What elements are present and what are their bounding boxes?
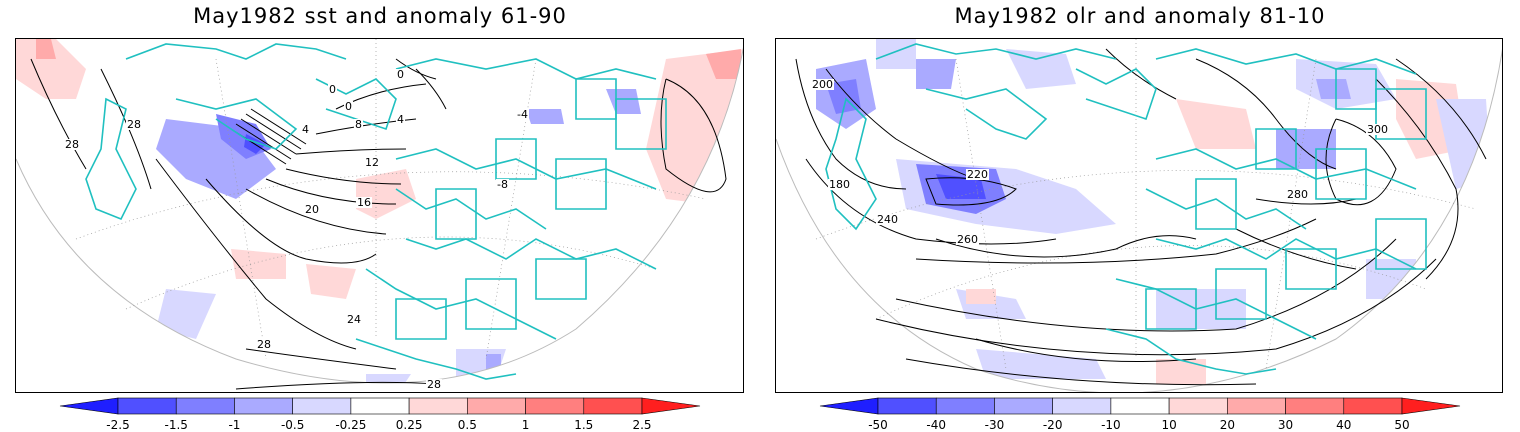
colorbar-tick-label: 20 <box>1219 418 1235 432</box>
graticule <box>75 39 707 360</box>
colorbar-box <box>292 397 352 415</box>
colorbar-arrow-low <box>59 397 119 415</box>
colorbar-box <box>350 397 410 415</box>
contour-label: 280 <box>1286 188 1309 201</box>
colorbar-box <box>1343 397 1403 415</box>
colorbar-tick-label: -1 <box>228 418 241 432</box>
colorbar-tick-label: 0.25 <box>395 418 423 432</box>
colorbar-box <box>1168 397 1228 415</box>
colorbar-tick-label: -20 <box>1042 418 1063 432</box>
colorbar-tick-label: -0.5 <box>280 418 305 432</box>
contour-label: 260 <box>956 233 979 246</box>
sst-contours <box>30 58 727 390</box>
contour-label: 24 <box>346 313 362 326</box>
colorbar-tick-label: -2.5 <box>106 418 130 432</box>
colorbar-tick-label: -30 <box>984 418 1005 432</box>
colorbar-box <box>117 397 177 415</box>
colorbar-arrow-high <box>641 397 701 415</box>
contour-label: 4 <box>301 123 310 136</box>
colorbar-box <box>467 397 526 415</box>
contour-label: -4 <box>516 108 529 121</box>
contour-label: 4 <box>396 113 405 126</box>
colorbar-tick-label: 1.5 <box>574 418 594 432</box>
colorbar-tick-label: 2.5 <box>632 418 652 432</box>
colorbar-tick-label: 10 <box>1161 418 1177 432</box>
colorbar-tick-label: 50 <box>1394 418 1410 432</box>
colorbar-box <box>1110 397 1170 415</box>
contour-label: 200 <box>811 78 834 91</box>
contour-label: 8 <box>354 118 363 131</box>
colorbar-box <box>583 397 643 415</box>
colorbar-box <box>1285 397 1345 415</box>
contour-label: 28 <box>64 138 80 151</box>
colorbar-box <box>935 397 995 415</box>
sst-panel-title: May1982 sst and anomaly 61-90 <box>193 4 567 28</box>
colorbar-tick-label: 30 <box>1277 418 1294 432</box>
contour-label: 28 <box>256 338 272 351</box>
colorbar-box <box>1052 397 1112 415</box>
colorbar-tick-label: -0.25 <box>335 418 367 432</box>
olr-map: 180 200 220 240 260 280 300 <box>775 38 1503 393</box>
contour-label: 28 <box>126 118 142 131</box>
colorbar-tick-label: -1.5 <box>164 418 188 432</box>
contour-label: 12 <box>364 156 380 169</box>
olr-colorbar <box>819 397 1461 415</box>
colorbar-tick-label: -40 <box>926 418 947 432</box>
colorbar-box <box>175 397 235 415</box>
contour-label: 180 <box>828 178 851 191</box>
graticule <box>815 39 1477 370</box>
olr-panel-title: May1982 olr and anomaly 81-10 <box>954 4 1326 28</box>
map-projection-mask <box>16 49 743 392</box>
contour-label: -8 <box>496 178 509 191</box>
colorbar-box <box>525 397 585 415</box>
colorbar-tick-label: -50 <box>868 418 888 432</box>
colorbar-tick-label: -10 <box>1101 418 1121 432</box>
colorbar-arrow-low <box>819 397 879 415</box>
colorbar-box <box>994 397 1053 415</box>
contour-label: 28 <box>426 378 442 391</box>
colorbar-arrow-high <box>1401 397 1461 415</box>
contour-label: 0 <box>344 100 353 113</box>
contour-label: 240 <box>876 213 899 226</box>
contour-label: 16 <box>356 196 372 209</box>
olr-contours <box>795 48 1487 386</box>
contour-label: 0 <box>396 68 405 81</box>
colorbar-tick-label: 40 <box>1336 418 1352 432</box>
coastlines <box>85 43 667 380</box>
colorbar-box <box>408 397 468 415</box>
colorbar-box <box>1227 397 1286 415</box>
colorbar-tick-label: 0.5 <box>457 418 477 432</box>
map-projection-mask <box>776 51 1502 392</box>
colorbar-box <box>234 397 293 415</box>
contour-label: 220 <box>966 168 989 181</box>
coastlines <box>825 43 1427 375</box>
contour-label: 300 <box>1366 123 1389 136</box>
colorbar-tick-label: 1 <box>521 418 530 432</box>
colorbar-box <box>877 397 937 415</box>
contour-label: 20 <box>304 203 320 216</box>
sst-map: 0 0 0 4 4 8 12 16 20 24 28 28 28 28 -4 -8 <box>15 38 744 393</box>
sst-colorbar <box>59 397 701 415</box>
contour-label: 0 <box>328 83 337 96</box>
